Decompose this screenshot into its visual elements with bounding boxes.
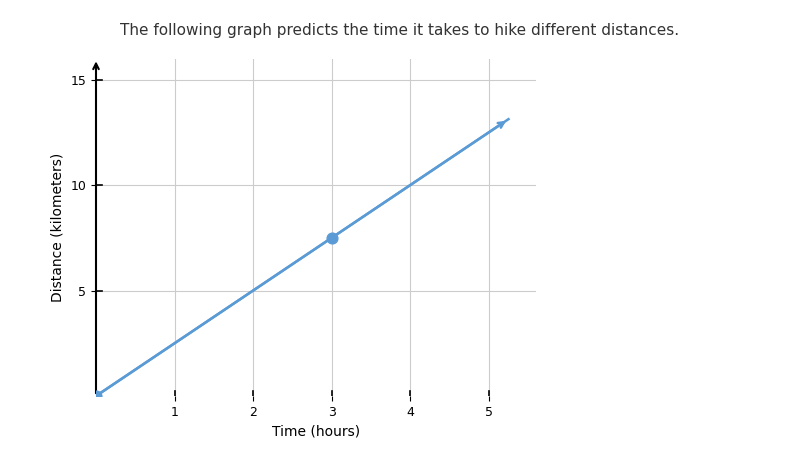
- Point: [326, 234, 338, 241]
- Text: The following graph predicts the time it takes to hike different distances.: The following graph predicts the time it…: [121, 22, 679, 37]
- Y-axis label: Distance (kilometers): Distance (kilometers): [51, 153, 65, 302]
- X-axis label: Time (hours): Time (hours): [272, 424, 360, 438]
- Point: [90, 392, 102, 400]
